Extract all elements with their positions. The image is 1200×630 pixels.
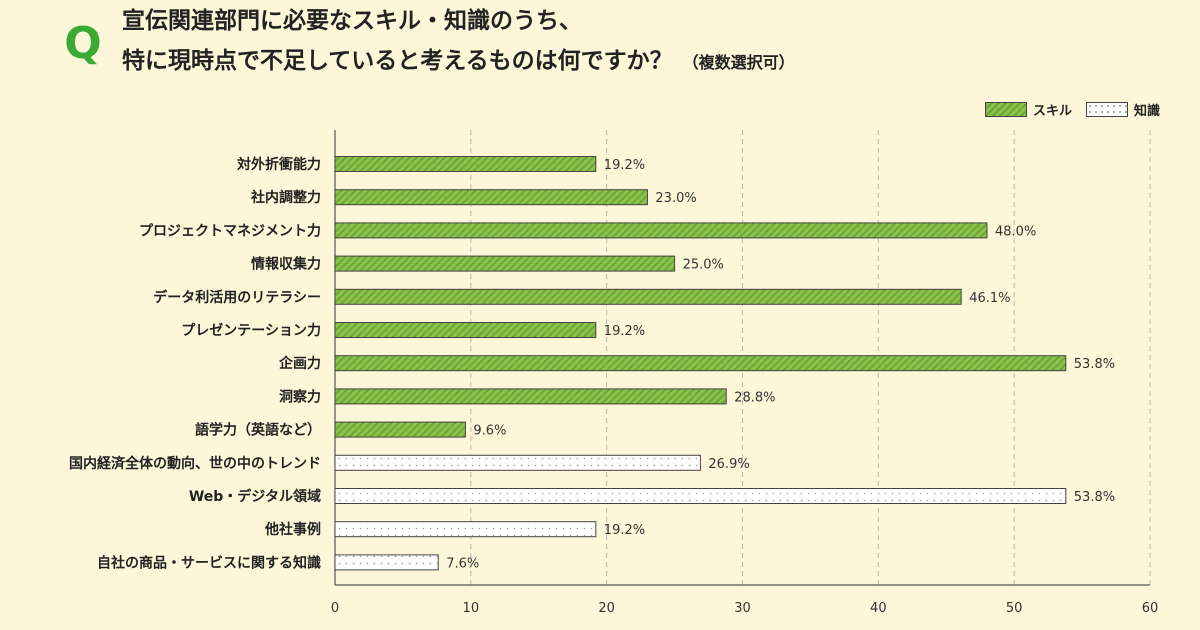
category-label: プロジェクトマネジメント力 xyxy=(139,222,321,239)
category-label: 他社事例 xyxy=(264,521,321,538)
x-tick-label: 0 xyxy=(331,601,339,616)
category-label: 自社の商品・サービスに関する知識 xyxy=(97,554,321,571)
x-tick-label: 50 xyxy=(1006,601,1023,616)
value-label: 19.2% xyxy=(604,523,645,538)
bar xyxy=(334,521,597,538)
x-tick-label: 10 xyxy=(463,601,480,616)
bar xyxy=(334,322,597,338)
bar xyxy=(334,156,597,172)
question-line-2: 特に現時点で不足していると考えるものは何ですか？ （複数選択可） xyxy=(122,46,795,78)
q-badge: Q xyxy=(64,18,101,68)
category-label: 洞察力 xyxy=(279,388,321,405)
question-line-2-text: 特に現時点で不足していると考えるものは何ですか？ xyxy=(122,48,673,74)
category-label: プレゼンテーション力 xyxy=(181,322,321,339)
value-label: 48.0% xyxy=(995,224,1036,239)
legend-swatch-knowledge xyxy=(1085,102,1128,117)
bar xyxy=(334,488,1067,504)
category-label: 国内経済全体の動向、世の中のトレンド xyxy=(69,455,321,472)
category-label: 対外折衝能力 xyxy=(236,156,321,173)
x-tick-label: 60 xyxy=(1142,601,1159,616)
legend-label-knowledge: 知識 xyxy=(1133,104,1160,119)
x-tick-label: 20 xyxy=(598,601,615,616)
question-title: 宣伝関連部門に必要なスキル・知識のうち、 特に現時点で不足していると考えるものは… xyxy=(122,6,795,78)
bar xyxy=(334,255,676,272)
value-label: 19.2% xyxy=(604,158,645,173)
question-note: （複数選択可） xyxy=(682,53,795,72)
bar xyxy=(334,421,466,438)
category-label: 情報収集力 xyxy=(251,256,321,273)
bar xyxy=(334,454,701,471)
category-label: Web・デジタル領域 xyxy=(189,488,321,505)
value-label: 23.0% xyxy=(655,191,696,206)
q-badge-letter: Q xyxy=(64,18,101,68)
bar xyxy=(334,388,727,405)
category-label: 社内調整力 xyxy=(250,189,321,206)
value-label: 7.6% xyxy=(446,556,479,571)
bar xyxy=(334,222,988,239)
value-label: 53.8% xyxy=(1074,357,1115,372)
value-label: 53.8% xyxy=(1074,490,1115,505)
bar xyxy=(334,355,1067,372)
question-line-1: 宣伝関連部門に必要なスキル・知識のうち、 xyxy=(122,8,582,34)
bar xyxy=(334,554,439,571)
value-label: 25.0% xyxy=(683,258,724,273)
value-label: 9.6% xyxy=(473,424,506,439)
legend-label-skill: スキル xyxy=(1032,104,1072,119)
legend: スキル 知識 xyxy=(984,100,1160,119)
value-label: 19.2% xyxy=(604,324,645,339)
x-tick-label: 40 xyxy=(870,601,887,616)
bar xyxy=(334,189,648,206)
legend-item-knowledge: 知識 xyxy=(1085,100,1160,119)
value-label: 46.1% xyxy=(969,291,1010,306)
category-label: 語学力（英語など） xyxy=(195,422,321,439)
category-label: 企画力 xyxy=(278,355,321,372)
category-label: データ利活用のリテラシー xyxy=(153,289,321,306)
legend-swatch-skill xyxy=(984,102,1027,117)
x-tick-label: 30 xyxy=(734,601,751,616)
bar xyxy=(334,288,962,305)
value-label: 28.8% xyxy=(734,390,775,405)
value-label: 26.9% xyxy=(708,457,749,472)
legend-item-skill: スキル xyxy=(984,100,1072,119)
